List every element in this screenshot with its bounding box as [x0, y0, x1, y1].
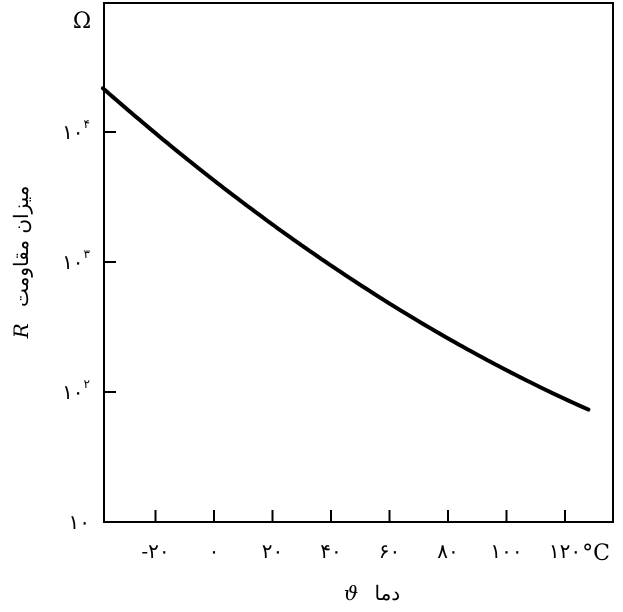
x-axis-title: ϑ دما	[344, 581, 400, 605]
x-axis-text: دما	[374, 581, 400, 605]
y-axis-ticks: ۱۰ ۱۰۲ ۱۰۳ ۱۰۴	[62, 117, 116, 534]
y-axis-title: R میزان مقاومت	[9, 186, 33, 340]
x-axis-ticks: -۲۰ ۰ ۲۰ ۴۰ ۶۰ ۸۰ ۱۰۰ ۱۲۰	[141, 510, 581, 563]
plot-frame	[103, 2, 614, 523]
svg-text:R میزان مقاومت: R میزان مقاومت	[9, 186, 33, 340]
x-tick-label: ۲۰	[262, 539, 283, 563]
x-tick-label: -۲۰	[141, 539, 169, 563]
y-tick-label: ۱۰۲	[62, 377, 90, 404]
x-unit-label: °C	[582, 541, 610, 566]
x-tick-label: ۰	[209, 539, 220, 563]
x-tick-label: ۱۰۰	[490, 539, 522, 563]
y-axis-symbol: R	[9, 323, 33, 339]
x-tick-label: ۴۰	[320, 539, 341, 563]
x-tick-label: ۶۰	[379, 539, 400, 563]
y-unit-label: Ω	[73, 9, 91, 34]
x-axis-symbol: ϑ	[344, 581, 358, 605]
x-tick-label: ۸۰	[437, 539, 458, 563]
y-axis-text: میزان مقاومت	[9, 186, 33, 307]
y-tick-label: ۱۰۴	[62, 117, 90, 144]
y-tick-label: ۱۰۳	[62, 247, 90, 274]
x-tick-label: ۱۲۰	[549, 539, 581, 563]
y-tick-label: ۱۰	[69, 510, 90, 534]
resistance-curve	[100, 86, 591, 412]
